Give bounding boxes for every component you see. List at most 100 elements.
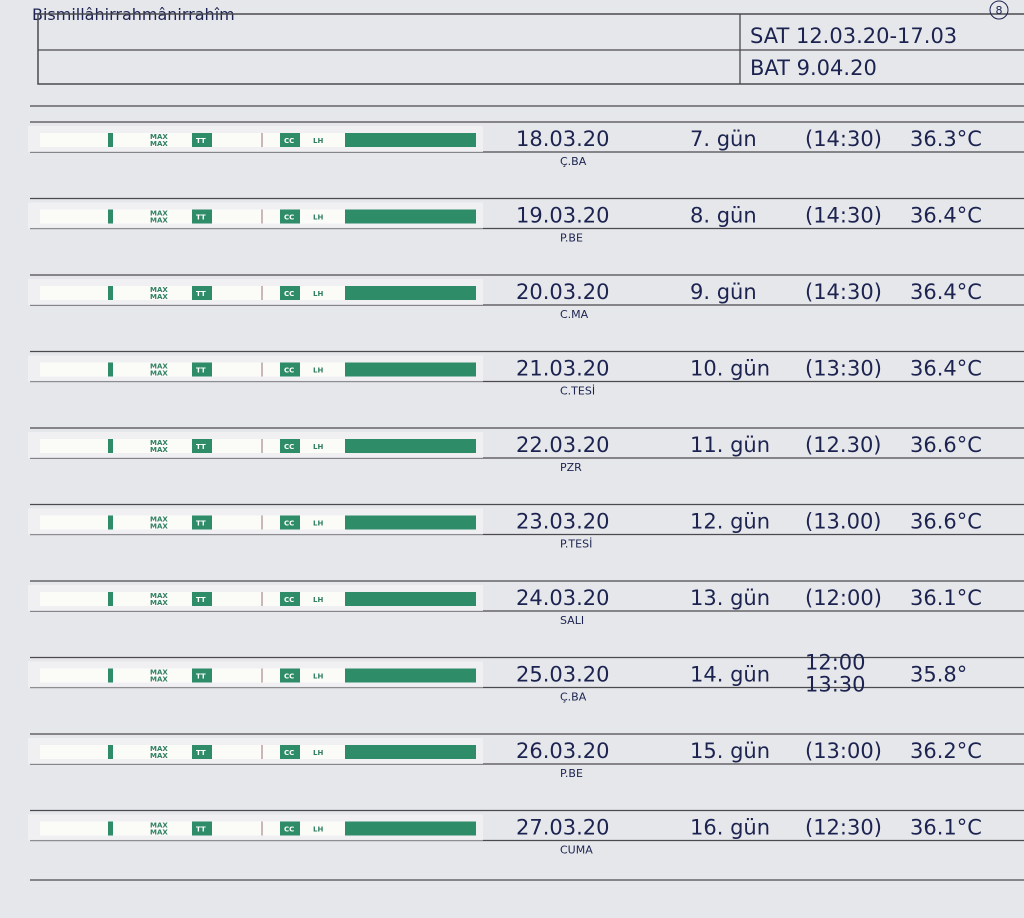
date: 25.03.20	[516, 663, 610, 687]
strip-max: MAX	[150, 822, 168, 830]
strip-max: MAX	[150, 210, 168, 218]
cycle-day: 13. gün	[690, 586, 770, 610]
strip-handle	[345, 133, 476, 147]
strip-max: MAX	[150, 446, 168, 454]
temperature: 36.1°C	[910, 816, 982, 840]
strip-tt-label: TT	[196, 673, 206, 681]
strip-handle	[345, 668, 476, 683]
strip-lh-label: LH	[313, 137, 323, 145]
strip-tt	[192, 821, 212, 836]
weekday: SALI	[560, 614, 584, 627]
time: (12.30)	[805, 433, 882, 457]
cycle-day: 15. gün	[690, 739, 770, 763]
strip-cc	[280, 209, 300, 224]
date: 19.03.20	[516, 204, 610, 228]
strip-cc-label: CC	[284, 596, 294, 604]
strip-max: MAX	[150, 599, 168, 607]
temperature: 35.8°	[910, 663, 967, 687]
strip-tt	[192, 209, 212, 224]
cycle-day: 11. gün	[690, 433, 770, 457]
time: (13:00)	[805, 739, 882, 763]
weekday: Ç.BA	[560, 691, 587, 704]
strip-tt	[192, 515, 212, 530]
strip-cc-label: CC	[284, 214, 294, 222]
temperature: 36.3°C	[910, 127, 982, 151]
strip-cc	[280, 668, 300, 683]
strip-tt	[192, 133, 212, 147]
page-number-circle	[989, 0, 1009, 20]
strip-handle	[345, 439, 476, 453]
strip-tt	[192, 439, 212, 453]
strip-cc-label: CC	[284, 749, 294, 757]
time: (13.00)	[805, 510, 882, 534]
strip-end	[108, 668, 113, 683]
strip-tt-label: TT	[196, 290, 206, 298]
strip-max: MAX	[150, 516, 168, 524]
strip-max: MAX	[150, 523, 168, 531]
strip-tt-label: TT	[196, 826, 206, 834]
strip-cc-label: CC	[284, 826, 294, 834]
strip-tt-label: TT	[196, 749, 206, 757]
date: 24.03.20	[516, 586, 610, 610]
weekday: P.BE	[560, 232, 583, 245]
time: 13:30	[805, 673, 866, 697]
sat-date: SAT 12.03.20-17.03	[750, 24, 957, 48]
strip-max: MAX	[150, 829, 168, 837]
strip-lh-label: LH	[313, 443, 323, 451]
strip-max: MAX	[150, 363, 168, 371]
temperature: 36.6°C	[910, 510, 982, 534]
strip-tt-label: TT	[196, 520, 206, 528]
weekday: P.TESİ	[560, 538, 592, 551]
strip-lh-label: LH	[313, 673, 323, 681]
strip-cc	[280, 439, 300, 453]
page-number: 8	[996, 4, 1003, 17]
date: 18.03.20	[516, 127, 610, 151]
strip-tt	[192, 592, 212, 606]
strip-end	[108, 821, 113, 836]
date: 21.03.20	[516, 357, 610, 381]
strip-tt-label: TT	[196, 596, 206, 604]
strip-cc-label: CC	[284, 137, 294, 145]
strip-max: MAX	[150, 676, 168, 684]
temperature: 36.2°C	[910, 739, 982, 763]
strip-tt-label: TT	[196, 137, 206, 145]
bat-date: BAT 9.04.20	[750, 56, 877, 80]
strip-end	[108, 592, 113, 606]
strip-end	[108, 133, 113, 147]
strip-lh-label: LH	[313, 520, 323, 528]
strip-handle	[345, 745, 476, 759]
weekday: CUMA	[560, 844, 593, 857]
strip-max: MAX	[150, 140, 168, 148]
strip-cc	[280, 362, 300, 377]
strip-end	[108, 745, 113, 759]
weekday: P.BE	[560, 767, 583, 780]
date: 23.03.20	[516, 510, 610, 534]
date: 22.03.20	[516, 433, 610, 457]
temperature: 36.1°C	[910, 586, 982, 610]
cycle-day: 8. gün	[690, 204, 757, 228]
strip-cc	[280, 133, 300, 147]
strip-max: MAX	[150, 745, 168, 753]
strip-max: MAX	[150, 133, 168, 141]
time: 12:00	[805, 651, 866, 675]
weekday: Ç.BA	[560, 155, 587, 168]
strip-handle	[345, 362, 476, 377]
strip-tt	[192, 745, 212, 759]
strip-lh-label: LH	[313, 367, 323, 375]
strip-end	[108, 362, 113, 377]
temperature: 36.4°C	[910, 280, 982, 304]
temperature: 36.4°C	[910, 357, 982, 381]
date: 27.03.20	[516, 816, 610, 840]
strip-cc-label: CC	[284, 443, 294, 451]
strip-tt	[192, 286, 212, 300]
strip-lh-label: LH	[313, 826, 323, 834]
strip-end	[108, 286, 113, 300]
strip-max: MAX	[150, 370, 168, 378]
strip-tt-label: TT	[196, 443, 206, 451]
strip-max: MAX	[150, 293, 168, 301]
weekday: PZR	[560, 461, 582, 474]
strip-end	[108, 515, 113, 530]
